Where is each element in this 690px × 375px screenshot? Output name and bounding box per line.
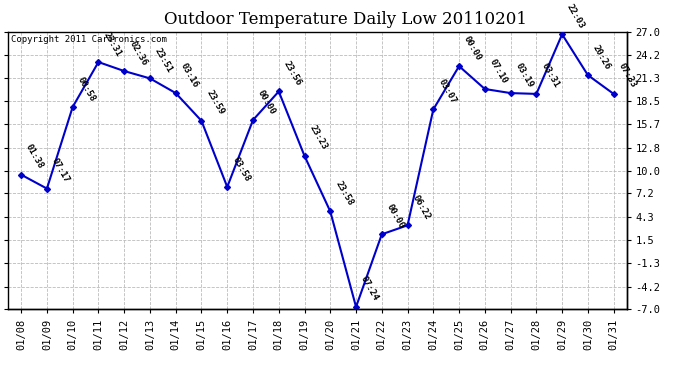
Text: 20:26: 20:26: [591, 43, 612, 71]
Text: 06:22: 06:22: [411, 194, 432, 221]
Text: 23:31: 23:31: [101, 30, 123, 58]
Text: 02:36: 02:36: [127, 39, 148, 67]
Text: 03:31: 03:31: [540, 62, 561, 90]
Text: 03:58: 03:58: [230, 155, 252, 183]
Text: 03:19: 03:19: [513, 61, 535, 89]
Text: 07:17: 07:17: [50, 157, 71, 184]
Text: 22:03: 22:03: [565, 2, 586, 30]
Text: 03:07: 03:07: [436, 78, 457, 105]
Text: 00:00: 00:00: [462, 34, 484, 62]
Text: 23:23: 23:23: [308, 124, 329, 152]
Text: 01:38: 01:38: [24, 143, 46, 171]
Text: Copyright 2011 Cartronics.com: Copyright 2011 Cartronics.com: [11, 34, 167, 44]
Text: 00:00: 00:00: [385, 202, 406, 230]
Text: 00:00: 00:00: [256, 88, 277, 116]
Text: 00:58: 00:58: [76, 75, 97, 103]
Text: Outdoor Temperature Daily Low 20110201: Outdoor Temperature Daily Low 20110201: [164, 11, 526, 28]
Text: 23:59: 23:59: [204, 89, 226, 117]
Text: 23:51: 23:51: [153, 46, 175, 74]
Text: 07:24: 07:24: [359, 275, 380, 303]
Text: 07:33: 07:33: [617, 62, 638, 90]
Text: 23:56: 23:56: [282, 60, 303, 87]
Text: 07:10: 07:10: [488, 57, 509, 85]
Text: 23:58: 23:58: [333, 180, 355, 207]
Text: 03:16: 03:16: [179, 61, 200, 89]
